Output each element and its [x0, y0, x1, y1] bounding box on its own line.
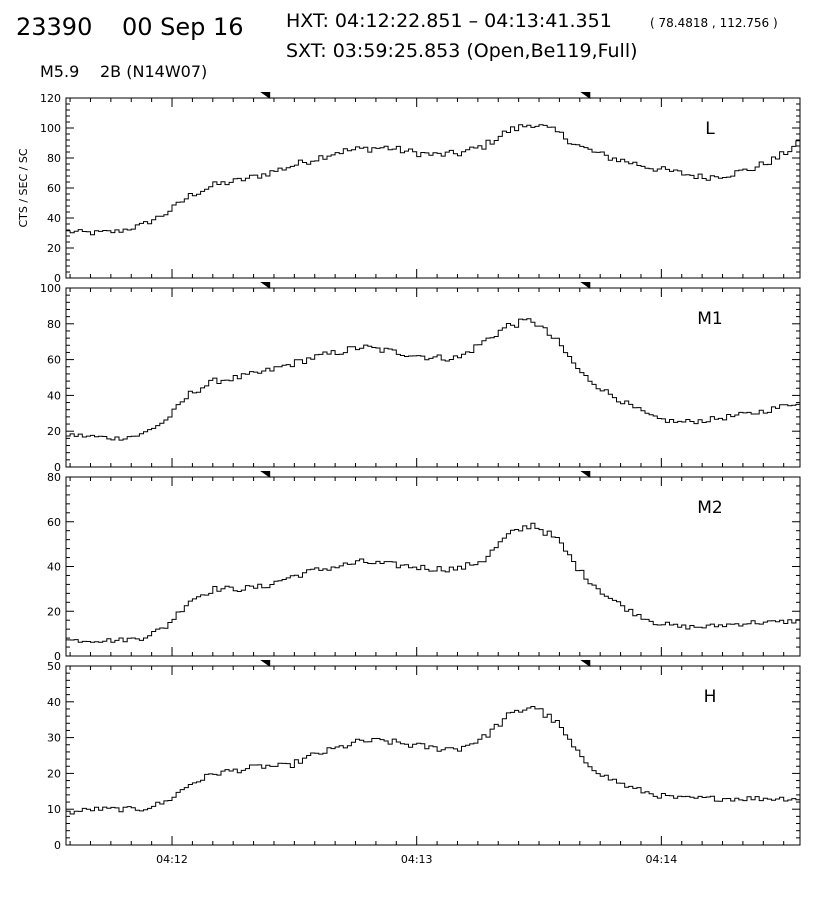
y-tick-label: 20 — [47, 767, 61, 780]
y-tick-label: 100 — [40, 282, 61, 295]
hxt-interval: HXT: 04:12:22.851 – 04:13:41.351 — [286, 10, 612, 32]
hxt-marker — [260, 282, 271, 289]
y-tick-label: 50 — [47, 660, 61, 673]
hxt-marker — [580, 282, 591, 289]
panel-frame-l — [65, 97, 801, 279]
series-line-m1 — [66, 318, 800, 441]
y-tick-label: 40 — [47, 212, 61, 225]
hxt-marker — [260, 471, 271, 478]
event-id: 23390 — [16, 13, 93, 41]
y-tick-label: 20 — [47, 605, 61, 618]
hxt-marker — [580, 660, 591, 667]
y-tick-label: 80 — [47, 471, 61, 484]
hxt-coordinates: ( 78.4818 , 112.756 ) — [650, 16, 778, 30]
y-tick-label: 20 — [47, 425, 61, 438]
hxt-marker — [580, 471, 591, 478]
hxt-marker — [260, 660, 271, 667]
y-tick-label: 60 — [47, 516, 61, 529]
y-tick-label: 20 — [47, 242, 61, 255]
panel-label-l: L — [705, 119, 715, 139]
y-tick-label: 40 — [47, 389, 61, 402]
y-tick-label: 100 — [40, 122, 61, 135]
x-tick-label: 04:12 — [156, 853, 188, 866]
series-line-h — [66, 706, 800, 815]
series-line-l — [66, 124, 800, 236]
panel-frame-m1 — [65, 287, 801, 468]
y-tick-label: 30 — [47, 732, 61, 745]
y-tick-label: 10 — [47, 803, 61, 816]
sxt-info: SXT: 03:59:25.853 (Open,Be119,Full) — [286, 40, 638, 62]
y-tick-label: 40 — [47, 696, 61, 709]
panel-frame-h — [65, 665, 801, 846]
panel-label-m2: M2 — [697, 498, 722, 518]
y-tick-label: 0 — [54, 839, 61, 852]
y-axis-label: CTS / SEC / SC — [17, 148, 30, 227]
hxt-marker — [260, 92, 271, 99]
event-date: 00 Sep 16 — [122, 13, 244, 41]
flare-info: 2B (N14W07) — [100, 62, 208, 81]
y-tick-label: 120 — [40, 92, 61, 105]
y-tick-label: 0 — [54, 650, 61, 663]
y-tick-label: 60 — [47, 354, 61, 367]
y-tick-label: 80 — [47, 152, 61, 165]
x-tick-label: 04:14 — [646, 853, 678, 866]
y-tick-label: 60 — [47, 182, 61, 195]
hxt-marker — [580, 92, 591, 99]
y-tick-label: 80 — [47, 318, 61, 331]
y-tick-label: 0 — [54, 461, 61, 474]
x-tick-label: 04:13 — [401, 853, 433, 866]
panel-label-h: H — [704, 687, 717, 707]
y-tick-label: 0 — [54, 272, 61, 285]
goes-class: M5.9 — [40, 62, 80, 81]
panel-label-m1: M1 — [697, 309, 722, 329]
series-line-m2 — [66, 522, 800, 643]
y-tick-label: 40 — [47, 561, 61, 574]
